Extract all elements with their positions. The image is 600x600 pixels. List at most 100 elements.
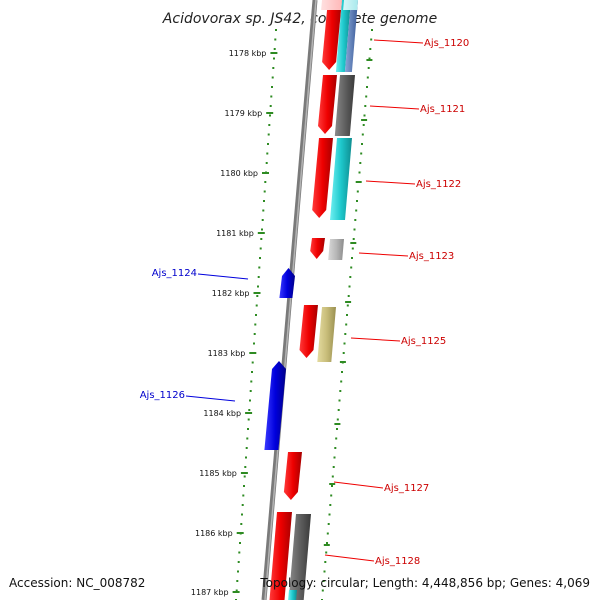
track-dot: [249, 390, 252, 392]
gene-label-ajs-1123[interactable]: Ajs_1123: [409, 251, 454, 262]
track-dot: [263, 190, 266, 193]
track-dot: [326, 542, 328, 544]
track-dot: [257, 285, 259, 288]
track-dot: [258, 266, 261, 269]
track-dot: [358, 171, 361, 174]
gene-label-ajs-1124[interactable]: Ajs_1124: [152, 268, 197, 279]
track-dot: [272, 67, 275, 69]
track-dot: [325, 551, 328, 554]
gene-ajs-1122: [312, 138, 333, 218]
track-dot: [362, 124, 365, 126]
track-dot: [341, 371, 343, 373]
gene-ajs-1128: [269, 512, 292, 600]
kbp-tick: [240, 472, 248, 474]
track-dot: [366, 76, 369, 79]
track-dot: [254, 323, 257, 326]
gene-ajs-1124: [279, 268, 295, 298]
track-dot: [365, 95, 368, 98]
right-dotted-track: [321, 29, 373, 600]
track-dash: [329, 483, 336, 485]
gene-ajs-1123-domain: [328, 239, 344, 260]
kbp-tick: [253, 292, 261, 294]
leader-line: [333, 481, 384, 489]
kbp-label: 1181 kbp: [216, 229, 254, 238]
track-dot: [339, 390, 342, 392]
track-dash: [345, 301, 352, 303]
gene-label-ajs-1127[interactable]: Ajs_1127: [384, 483, 429, 494]
leader-line: [185, 395, 236, 402]
leader-line: [197, 273, 249, 280]
gene-ajs-1120-upstream: [321, 0, 342, 10]
track-dot: [244, 466, 247, 468]
leader-line: [369, 105, 420, 110]
gene-label-ajs-1128[interactable]: Ajs_1128: [375, 556, 420, 567]
gene-label-ajs-1126[interactable]: Ajs_1126: [140, 390, 185, 401]
track-dot: [242, 494, 245, 497]
track-dot: [333, 456, 336, 459]
gene-ajs-1125: [299, 305, 318, 358]
kbp-tick: [270, 52, 278, 54]
track-dot: [347, 295, 350, 297]
track-dot: [350, 266, 353, 269]
track-dot: [351, 247, 354, 250]
track-dot: [237, 561, 240, 563]
track-dot: [327, 523, 330, 525]
track-dot: [249, 399, 251, 402]
track-dot: [269, 105, 272, 107]
track-dot: [243, 475, 246, 478]
track-dot: [352, 238, 355, 240]
track-dot: [240, 523, 243, 525]
track-dot: [363, 114, 366, 117]
track-dot: [268, 124, 271, 126]
kbp-tick: [249, 352, 257, 354]
track-dot: [263, 200, 265, 202]
gene-label-ajs-1125[interactable]: Ajs_1125: [401, 336, 446, 347]
track-dot: [248, 409, 251, 411]
track-dot: [238, 551, 241, 554]
track-dot: [370, 38, 373, 41]
kbp-label: 1178 kbp: [229, 49, 267, 58]
track-dot: [259, 257, 261, 259]
track-dot: [262, 209, 265, 212]
gene-label-ajs-1121[interactable]: Ajs_1121: [420, 104, 465, 115]
track-dot: [356, 200, 358, 202]
track-dot: [241, 513, 243, 516]
track-dot: [367, 67, 370, 69]
track-dot: [331, 475, 334, 478]
gene-ajs-1120-domain: [344, 0, 358, 72]
track-dot: [344, 333, 347, 335]
gene-ajs-1128-domain: [288, 590, 297, 600]
track-dot: [366, 86, 368, 88]
track-dash: [334, 423, 341, 425]
track-dot: [237, 570, 239, 573]
track-dot: [271, 76, 274, 79]
kbp-tick: [232, 591, 240, 593]
track-dot: [361, 143, 363, 145]
track-dot: [359, 162, 362, 164]
track-dot: [334, 447, 337, 449]
track-dash: [350, 242, 357, 244]
track-dot: [255, 304, 258, 307]
track-dot: [270, 95, 273, 98]
track-dot: [324, 561, 327, 563]
track-dot: [360, 152, 363, 155]
gene-ajs-1123: [310, 238, 325, 259]
track-dot: [368, 57, 371, 60]
gene-label-ajs-1122[interactable]: Ajs_1122: [416, 179, 461, 190]
track-dot: [267, 133, 270, 136]
track-dot: [335, 437, 338, 440]
track-dot: [260, 238, 263, 240]
track-dash: [323, 544, 330, 546]
track-dot: [275, 29, 277, 31]
track-dot: [346, 314, 348, 316]
leader-line: [365, 180, 416, 185]
track-dot: [261, 228, 263, 231]
track-dot: [246, 437, 249, 440]
track-dot: [247, 428, 249, 430]
track-dot: [245, 456, 247, 459]
gene-label-ajs-1120[interactable]: Ajs_1120: [424, 38, 469, 49]
track-dot: [345, 323, 348, 326]
track-dot: [336, 428, 338, 430]
track-dot: [353, 228, 356, 231]
track-dot: [336, 418, 339, 421]
